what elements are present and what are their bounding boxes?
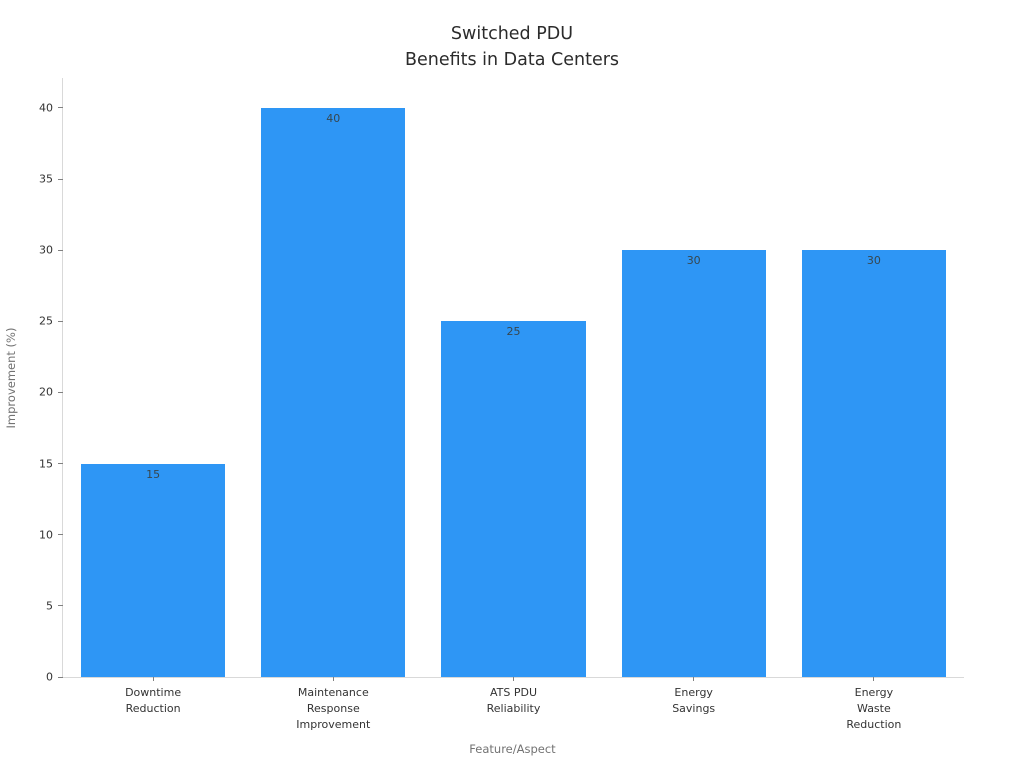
bar: 15: [81, 463, 226, 677]
x-tick-label: ATS PDU Reliability: [486, 686, 541, 715]
x-tick: [332, 677, 334, 681]
chart-title: Switched PDU Benefits in Data Centers: [404, 24, 620, 70]
bar-value-label: 30: [686, 254, 701, 268]
bar-value-label: 40: [326, 111, 341, 125]
y-tick: [58, 320, 63, 322]
y-tick-label: 30: [39, 243, 53, 257]
x-axis-label: Feature/Aspect: [469, 742, 556, 756]
y-tick: [58, 249, 63, 251]
x-tick-label: Downtime Reduction: [125, 686, 182, 715]
y-tick-label: 0: [46, 670, 53, 684]
x-tick-label: Energy Waste Reduction: [846, 686, 902, 731]
y-tick-label: 15: [39, 457, 53, 471]
y-tick-label: 10: [39, 528, 53, 542]
bar: 25: [441, 321, 586, 677]
bar: 30: [621, 250, 766, 677]
y-tick: [58, 676, 63, 678]
x-tick-label: Maintenance Response Improvement: [296, 686, 371, 731]
x-tick: [513, 677, 514, 681]
y-tick: [58, 463, 63, 465]
y-tick: [58, 605, 63, 607]
x-tick: [152, 677, 154, 681]
x-tick: [873, 677, 875, 681]
bar: 40: [261, 107, 406, 677]
x-tick: [693, 677, 695, 681]
y-tick: [58, 178, 63, 180]
bar-value-label: 25: [506, 325, 521, 339]
bar: 30: [801, 250, 946, 677]
y-tick: [58, 534, 63, 536]
y-tick: [58, 391, 63, 393]
y-tick-label: 25: [39, 314, 53, 328]
x-tick-label: Energy Savings: [672, 686, 716, 715]
y-tick-label: 35: [39, 172, 53, 186]
y-axis-label: Improvement (%): [4, 327, 18, 429]
y-tick-label: 20: [39, 385, 53, 399]
y-tick: [58, 107, 63, 109]
y-tick-label: 40: [39, 101, 53, 115]
plot-area: 0 5 10 15 20 25 30 35 40 15 Downtime Reduction 40 Ma…: [39, 78, 964, 731]
bar-value-label: 15: [146, 467, 161, 481]
y-tick-label: 5: [46, 599, 53, 613]
bar-value-label: 30: [866, 254, 881, 268]
